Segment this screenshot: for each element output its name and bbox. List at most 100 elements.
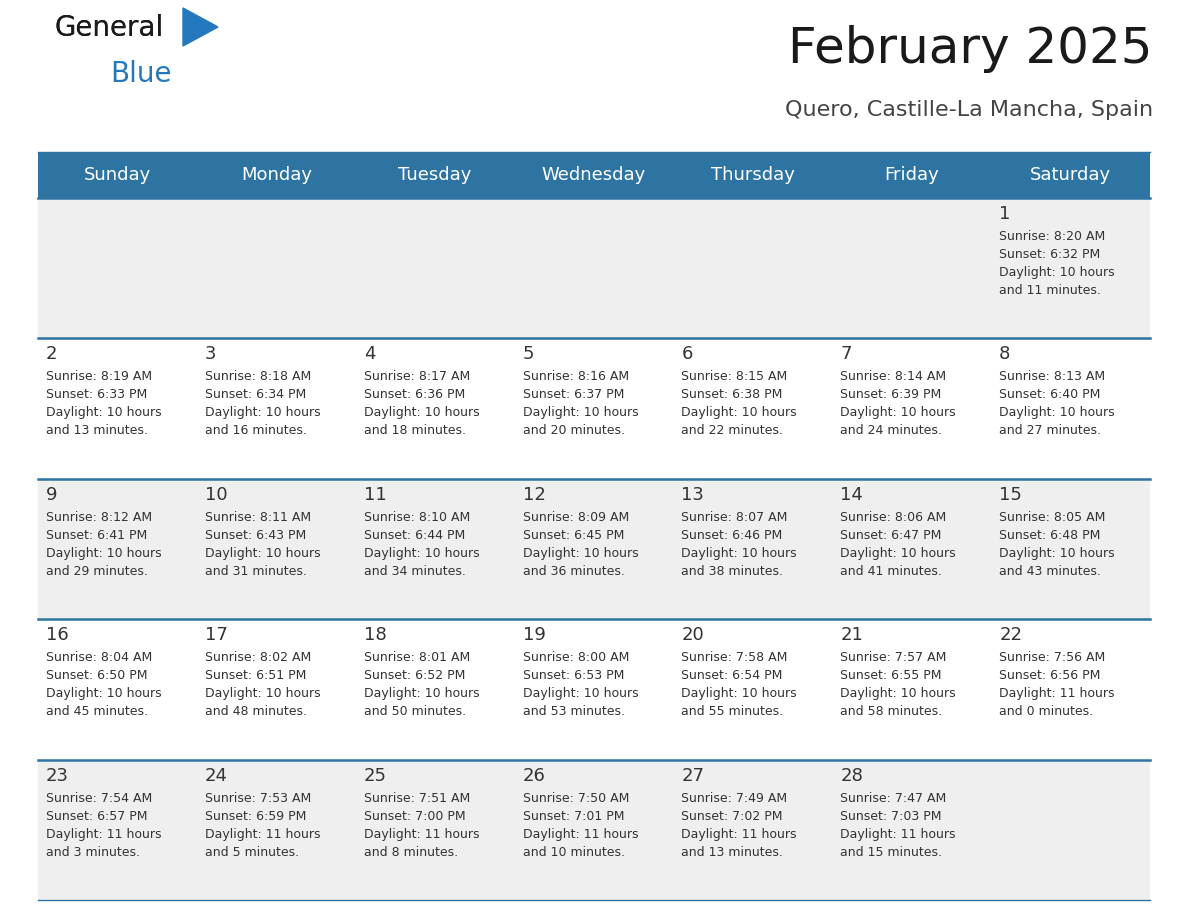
Bar: [833, 479, 991, 620]
Text: 1: 1: [999, 205, 1011, 223]
Text: Sunrise: 7:53 AM
Sunset: 6:59 PM
Daylight: 11 hours
and 5 minutes.: Sunrise: 7:53 AM Sunset: 6:59 PM Dayligh…: [204, 791, 321, 858]
Text: Sunrise: 8:09 AM
Sunset: 6:45 PM
Daylight: 10 hours
and 36 minutes.: Sunrise: 8:09 AM Sunset: 6:45 PM Dayligh…: [523, 510, 638, 577]
Text: Sunrise: 8:04 AM
Sunset: 6:50 PM
Daylight: 10 hours
and 45 minutes.: Sunrise: 8:04 AM Sunset: 6:50 PM Dayligh…: [46, 651, 162, 718]
Text: 10: 10: [204, 486, 227, 504]
Bar: [674, 198, 833, 339]
Bar: [355, 620, 514, 759]
Text: 26: 26: [523, 767, 545, 785]
Text: Thursday: Thursday: [710, 166, 795, 184]
Bar: [674, 759, 833, 900]
Text: 27: 27: [682, 767, 704, 785]
Bar: [38, 759, 197, 900]
Text: Sunrise: 7:57 AM
Sunset: 6:55 PM
Daylight: 10 hours
and 58 minutes.: Sunrise: 7:57 AM Sunset: 6:55 PM Dayligh…: [840, 651, 956, 718]
Text: Sunrise: 7:49 AM
Sunset: 7:02 PM
Daylight: 11 hours
and 13 minutes.: Sunrise: 7:49 AM Sunset: 7:02 PM Dayligh…: [682, 791, 797, 858]
Bar: [197, 479, 355, 620]
Bar: [991, 759, 1150, 900]
Bar: [355, 759, 514, 900]
Text: Sunrise: 8:16 AM
Sunset: 6:37 PM
Daylight: 10 hours
and 20 minutes.: Sunrise: 8:16 AM Sunset: 6:37 PM Dayligh…: [523, 370, 638, 437]
Bar: [991, 198, 1150, 339]
Text: Sunrise: 8:13 AM
Sunset: 6:40 PM
Daylight: 10 hours
and 27 minutes.: Sunrise: 8:13 AM Sunset: 6:40 PM Dayligh…: [999, 370, 1114, 437]
Text: 12: 12: [523, 486, 545, 504]
Bar: [833, 620, 991, 759]
Text: 20: 20: [682, 626, 704, 644]
Text: Sunrise: 8:06 AM
Sunset: 6:47 PM
Daylight: 10 hours
and 41 minutes.: Sunrise: 8:06 AM Sunset: 6:47 PM Dayligh…: [840, 510, 956, 577]
Text: 4: 4: [364, 345, 375, 364]
Text: Sunrise: 7:56 AM
Sunset: 6:56 PM
Daylight: 11 hours
and 0 minutes.: Sunrise: 7:56 AM Sunset: 6:56 PM Dayligh…: [999, 651, 1114, 718]
Bar: [38, 339, 197, 479]
Text: Sunrise: 8:02 AM
Sunset: 6:51 PM
Daylight: 10 hours
and 48 minutes.: Sunrise: 8:02 AM Sunset: 6:51 PM Dayligh…: [204, 651, 321, 718]
Text: Sunrise: 7:58 AM
Sunset: 6:54 PM
Daylight: 10 hours
and 55 minutes.: Sunrise: 7:58 AM Sunset: 6:54 PM Dayligh…: [682, 651, 797, 718]
Bar: [197, 759, 355, 900]
Bar: [991, 152, 1150, 198]
Bar: [674, 620, 833, 759]
Text: Sunrise: 7:54 AM
Sunset: 6:57 PM
Daylight: 11 hours
and 3 minutes.: Sunrise: 7:54 AM Sunset: 6:57 PM Dayligh…: [46, 791, 162, 858]
Bar: [833, 759, 991, 900]
Text: 5: 5: [523, 345, 535, 364]
Bar: [514, 759, 674, 900]
Text: Sunrise: 8:20 AM
Sunset: 6:32 PM
Daylight: 10 hours
and 11 minutes.: Sunrise: 8:20 AM Sunset: 6:32 PM Dayligh…: [999, 230, 1114, 297]
Bar: [38, 152, 197, 198]
Text: Tuesday: Tuesday: [398, 166, 472, 184]
Text: Sunrise: 8:11 AM
Sunset: 6:43 PM
Daylight: 10 hours
and 31 minutes.: Sunrise: 8:11 AM Sunset: 6:43 PM Dayligh…: [204, 510, 321, 577]
Text: 22: 22: [999, 626, 1022, 644]
Text: February 2025: February 2025: [789, 25, 1154, 73]
Bar: [197, 339, 355, 479]
Bar: [833, 198, 991, 339]
Bar: [514, 339, 674, 479]
Text: 7: 7: [840, 345, 852, 364]
Polygon shape: [183, 8, 219, 46]
Text: 28: 28: [840, 767, 864, 785]
Bar: [355, 198, 514, 339]
Text: 14: 14: [840, 486, 864, 504]
Bar: [991, 620, 1150, 759]
Text: 15: 15: [999, 486, 1022, 504]
Text: Wednesday: Wednesday: [542, 166, 646, 184]
Text: Quero, Castille-La Mancha, Spain: Quero, Castille-La Mancha, Spain: [785, 100, 1154, 120]
Text: Sunrise: 8:18 AM
Sunset: 6:34 PM
Daylight: 10 hours
and 16 minutes.: Sunrise: 8:18 AM Sunset: 6:34 PM Dayligh…: [204, 370, 321, 437]
Bar: [674, 339, 833, 479]
Bar: [514, 479, 674, 620]
Bar: [991, 339, 1150, 479]
Text: General: General: [55, 14, 164, 42]
Text: Saturday: Saturday: [1030, 166, 1111, 184]
Text: 13: 13: [682, 486, 704, 504]
Text: 2: 2: [46, 345, 57, 364]
Text: 23: 23: [46, 767, 69, 785]
Text: 24: 24: [204, 767, 228, 785]
Text: Sunrise: 7:51 AM
Sunset: 7:00 PM
Daylight: 11 hours
and 8 minutes.: Sunrise: 7:51 AM Sunset: 7:00 PM Dayligh…: [364, 791, 479, 858]
Text: Sunrise: 8:15 AM
Sunset: 6:38 PM
Daylight: 10 hours
and 22 minutes.: Sunrise: 8:15 AM Sunset: 6:38 PM Dayligh…: [682, 370, 797, 437]
Text: Sunrise: 8:17 AM
Sunset: 6:36 PM
Daylight: 10 hours
and 18 minutes.: Sunrise: 8:17 AM Sunset: 6:36 PM Dayligh…: [364, 370, 479, 437]
Bar: [38, 198, 197, 339]
Text: 16: 16: [46, 626, 69, 644]
Text: Friday: Friday: [884, 166, 939, 184]
Text: 17: 17: [204, 626, 228, 644]
Text: 6: 6: [682, 345, 693, 364]
Text: 9: 9: [46, 486, 57, 504]
Text: Sunday: Sunday: [84, 166, 151, 184]
Text: 18: 18: [364, 626, 386, 644]
Text: Sunrise: 8:19 AM
Sunset: 6:33 PM
Daylight: 10 hours
and 13 minutes.: Sunrise: 8:19 AM Sunset: 6:33 PM Dayligh…: [46, 370, 162, 437]
Bar: [197, 198, 355, 339]
Text: Sunrise: 7:47 AM
Sunset: 7:03 PM
Daylight: 11 hours
and 15 minutes.: Sunrise: 7:47 AM Sunset: 7:03 PM Dayligh…: [840, 791, 956, 858]
Bar: [514, 152, 674, 198]
Bar: [674, 479, 833, 620]
Bar: [833, 339, 991, 479]
Text: Monday: Monday: [241, 166, 311, 184]
Bar: [197, 620, 355, 759]
Bar: [991, 479, 1150, 620]
Text: Blue: Blue: [110, 60, 171, 88]
Bar: [833, 152, 991, 198]
Bar: [355, 152, 514, 198]
Bar: [355, 339, 514, 479]
Bar: [38, 479, 197, 620]
Text: Sunrise: 8:01 AM
Sunset: 6:52 PM
Daylight: 10 hours
and 50 minutes.: Sunrise: 8:01 AM Sunset: 6:52 PM Dayligh…: [364, 651, 479, 718]
Text: 21: 21: [840, 626, 864, 644]
Text: Sunrise: 8:00 AM
Sunset: 6:53 PM
Daylight: 10 hours
and 53 minutes.: Sunrise: 8:00 AM Sunset: 6:53 PM Dayligh…: [523, 651, 638, 718]
Text: Sunrise: 8:14 AM
Sunset: 6:39 PM
Daylight: 10 hours
and 24 minutes.: Sunrise: 8:14 AM Sunset: 6:39 PM Dayligh…: [840, 370, 956, 437]
Text: 3: 3: [204, 345, 216, 364]
Bar: [197, 152, 355, 198]
Bar: [38, 620, 197, 759]
Text: Sunrise: 8:12 AM
Sunset: 6:41 PM
Daylight: 10 hours
and 29 minutes.: Sunrise: 8:12 AM Sunset: 6:41 PM Dayligh…: [46, 510, 162, 577]
Text: 11: 11: [364, 486, 386, 504]
Bar: [355, 479, 514, 620]
